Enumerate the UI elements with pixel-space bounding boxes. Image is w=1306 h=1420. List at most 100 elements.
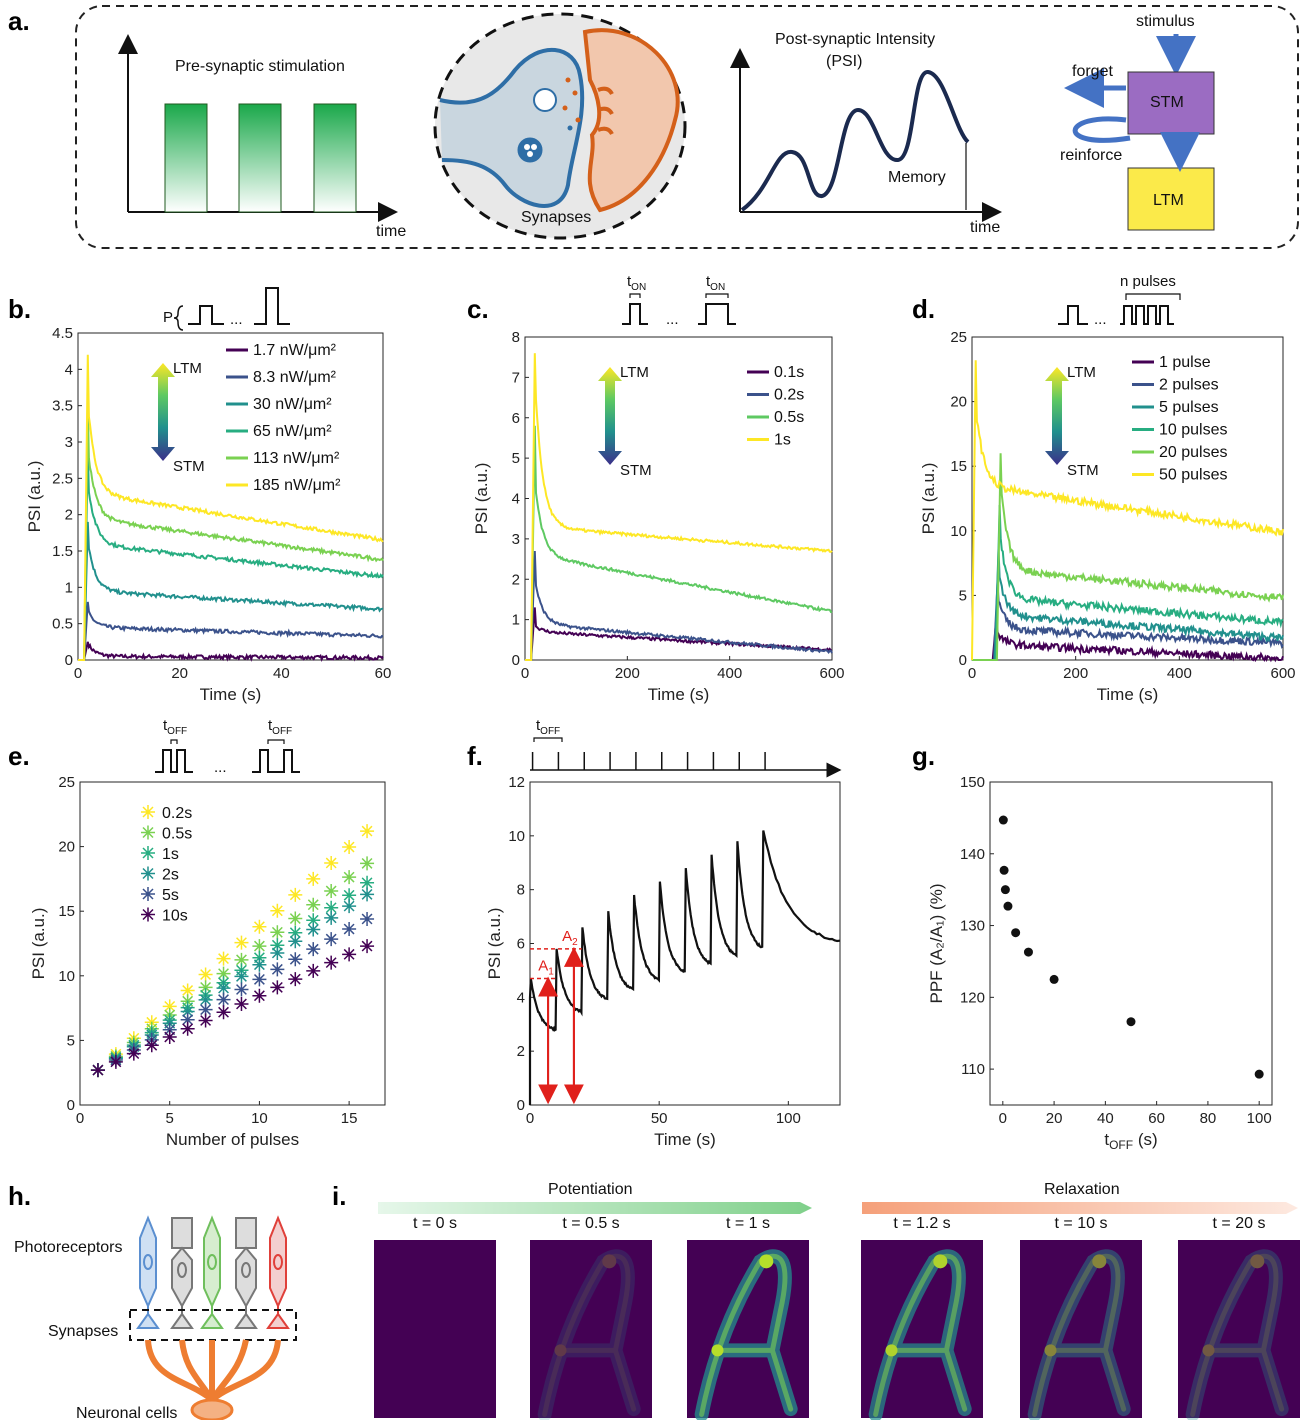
data-point: [324, 883, 339, 898]
panel-label-a: a.: [8, 6, 30, 36]
series-line-2: [78, 601, 384, 661]
data-point: [108, 1054, 123, 1069]
data-point: [1126, 1017, 1136, 1027]
y-tick-label: 1: [65, 579, 73, 596]
data-point: [180, 1021, 195, 1036]
y-tick-label: 130: [960, 918, 985, 935]
y-tick-label: 6: [517, 936, 525, 953]
data-point: [216, 951, 231, 966]
svg-text:tON: tON: [627, 273, 646, 293]
y-tick-label: 25: [950, 329, 967, 346]
x-tick-label: 200: [1063, 665, 1088, 682]
y-tick-label: 5: [67, 1032, 75, 1049]
x-tick-label: 100: [776, 1110, 801, 1127]
panel-label-d: d.: [912, 294, 935, 324]
series-line-5: [78, 405, 384, 661]
data-point: [198, 1002, 213, 1017]
panel-label-e: e.: [8, 741, 30, 771]
y-tick-label: 1.5: [52, 543, 73, 560]
x-tick-label: 0: [521, 665, 529, 682]
synapses-label-h: Synapses: [48, 1323, 118, 1340]
ton-sub-2: ON: [710, 282, 725, 293]
postsyn-xlabel: time: [970, 219, 1000, 236]
y-tick-label: 2: [517, 1043, 525, 1060]
data-point: [180, 983, 195, 998]
legend-label: 1s: [774, 432, 791, 449]
frame-time-label: t = 20 s: [1213, 1215, 1266, 1232]
series-line-1: [78, 641, 384, 662]
legend-label: 113 nW/μm²: [253, 450, 340, 467]
y-axis-label: PPF (A₂/A₁) (%): [927, 883, 946, 1003]
legend-label: 30 nW/μm²: [253, 396, 332, 413]
pulse-header-b: P ...: [163, 287, 290, 331]
stm-label: STM: [1067, 462, 1099, 479]
x-axis-label: Number of pulses: [166, 1130, 299, 1149]
y-tick-label: 4: [65, 361, 73, 378]
series-line-5: [972, 453, 1284, 661]
plot-frame-e: [79, 781, 386, 1106]
ton-label-2: t: [706, 273, 711, 290]
x-axis-unit: (s): [1133, 1130, 1158, 1149]
y-tick-label: 25: [58, 774, 75, 791]
legend-label: 5s: [162, 887, 179, 904]
x-axis-label: tOFF (s): [1104, 1130, 1157, 1152]
data-point: [360, 887, 375, 902]
frame-time-label: t = 10 s: [1055, 1215, 1108, 1232]
heatmap-hotspot: [885, 1344, 898, 1357]
x-tick-label: 5: [166, 1110, 174, 1127]
data-point: [1049, 974, 1059, 984]
series-line-3: [972, 548, 1284, 661]
data-point: [270, 903, 285, 918]
data-point: [270, 945, 285, 960]
data-point: [324, 855, 339, 870]
data-point: [198, 980, 213, 995]
data-point: [234, 952, 249, 967]
x-tick-label: 400: [1167, 665, 1192, 682]
y-tick-label: 0: [517, 1097, 525, 1114]
potentiation-label: Potentiation: [548, 1181, 633, 1198]
a1-subscript: 1: [548, 966, 554, 977]
heatmap-hotspot: [1092, 1254, 1107, 1269]
y-tick-label: 7: [512, 369, 520, 386]
data-point: [342, 840, 357, 855]
data-point: [342, 899, 357, 914]
data-point: [1003, 901, 1013, 911]
x-axis-label: Time (s): [654, 1130, 716, 1149]
ltm-stm-arrow: [598, 367, 622, 465]
y-tick-label: 6: [512, 410, 520, 427]
legend-label: 2s: [162, 867, 179, 884]
toff-sub-1: OFF: [167, 726, 187, 737]
y-tick-label: 3: [512, 531, 520, 548]
data-point: [998, 815, 1008, 825]
ltm-box-label: LTM: [1153, 192, 1184, 209]
data-point: [144, 1038, 159, 1053]
toff-label-f: t: [536, 717, 541, 734]
data-point: [180, 1004, 195, 1019]
y-tick-label: 2: [65, 507, 73, 524]
panel-label-b: b.: [8, 294, 31, 324]
data-point: [270, 925, 285, 940]
panel-g: g. 0 20 40 60 80 100 110 120 130 140 150 tOFF (s) PP…: [912, 741, 1273, 1152]
y-tick-label: 0: [67, 1097, 75, 1114]
data-point: [288, 887, 303, 902]
y-tick-label: 8: [517, 882, 525, 899]
data-point: [216, 981, 231, 996]
pulse-header-e: tOFF ... tOFF: [155, 717, 300, 776]
data-point: [180, 1012, 195, 1027]
y-tick-label: 0: [65, 652, 73, 669]
legend-label: 10s: [162, 908, 188, 925]
x-tick-label: 0: [74, 665, 82, 682]
legend-label: 8.3 nW/μm²: [253, 369, 337, 386]
heatmap-core: [542, 1253, 637, 1417]
data-point: [198, 967, 213, 982]
pulse-header-d: n pulses ...: [1058, 273, 1181, 328]
x-tick-label: 60: [375, 665, 392, 682]
ton-sub-1: ON: [631, 282, 646, 293]
y-tick-label: 12: [508, 774, 525, 791]
x-axis-label: Time (s): [200, 685, 262, 704]
y-axis-label: PSI (a.u.): [919, 463, 938, 535]
y-tick-label: 1: [512, 612, 520, 629]
data-point: [1000, 885, 1010, 895]
data-point: [288, 972, 303, 987]
x-tick-label: 400: [717, 665, 742, 682]
